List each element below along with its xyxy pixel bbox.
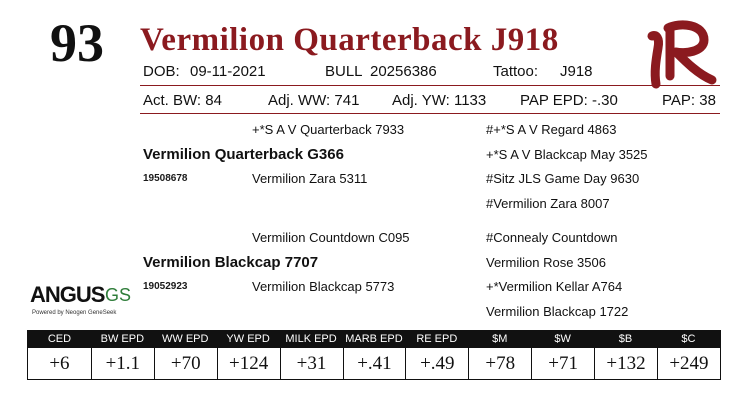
pedigree-sire-sire: +*S A V Quarterback 7933 <box>252 122 405 137</box>
epd-value-re: +.49 <box>405 348 468 379</box>
angus-logo-word: ANGUS <box>30 282 105 307</box>
pap-epd: PAP EPD: -.30 <box>520 92 618 109</box>
pedigree-dds: +*Vermilion Kellar A764 <box>486 279 623 294</box>
epd-value-m: +78 <box>468 348 531 379</box>
ranch-brand-logo <box>647 20 717 89</box>
epd-table: CED BW EPD WW EPD YW EPD MILK EPD MARB E… <box>27 330 721 380</box>
angus-logo-tagline: Powered by Neogen GeneSeek <box>32 310 117 316</box>
pedigree-dam: Vermilion Blackcap 7707 <box>143 254 319 271</box>
divider-top <box>140 85 720 86</box>
epd-value-ced: +6 <box>49 353 70 374</box>
pedigree-dam-sire: Vermilion Countdown C095 <box>252 230 410 245</box>
epd-header-bw: BW EPD <box>100 333 145 345</box>
tattoo-value: J918 <box>560 63 593 80</box>
tattoo-label: Tattoo: <box>493 63 539 80</box>
sex-value: BULL <box>325 63 363 80</box>
dob-value: 09-11-2021 <box>190 63 266 80</box>
pedigree-ssd: +*S A V Blackcap May 3525 <box>486 147 648 162</box>
epd-value-marb: +.41 <box>342 348 406 379</box>
epd-value-b: +132 <box>594 348 657 379</box>
pedigree-sire-reg: 19508678 <box>143 173 188 184</box>
epd-value-bw: +1.1 <box>90 348 154 379</box>
adjusted-yearling-weight: Adj. YW: 1133 <box>392 92 487 109</box>
epd-header-ced: CED <box>47 333 72 345</box>
epd-value-ww: +70 <box>153 348 217 379</box>
pedigree-sss: #+*S A V Regard 4863 <box>486 122 617 137</box>
epd-header-c: $C <box>681 333 696 345</box>
epd-value-c: +249 <box>657 348 720 379</box>
epd-header-w: $W <box>554 333 571 345</box>
pedigree-dam-dam: Vermilion Blackcap 5773 <box>252 279 395 294</box>
pedigree-ddd: Vermilion Blackcap 1722 <box>486 304 629 319</box>
epd-header-m: $M <box>492 333 508 345</box>
pedigree-sds: #Sitz JLS Game Day 9630 <box>486 171 640 186</box>
pedigree-sdd: #Vermilion Zara 8007 <box>486 196 610 211</box>
pedigree-sire-dam: Vermilion Zara 5311 <box>252 171 368 186</box>
divider-bottom <box>140 113 720 114</box>
dob-label: DOB: <box>143 63 180 80</box>
adjusted-weaning-weight: Adj. WW: 741 <box>268 92 360 109</box>
pedigree-dam-reg: 19052923 <box>143 281 188 292</box>
angus-gs-logo: ANGUS GS Powered by Neogen GeneSeek <box>30 282 132 322</box>
lot-number: 93 <box>50 13 104 73</box>
gs-logo-word: GS <box>105 285 132 305</box>
animal-name-title: Vermilion Quarterback J918 <box>140 22 559 58</box>
pedigree-sire: Vermilion Quarterback G366 <box>143 146 344 163</box>
epd-value-w: +71 <box>531 348 594 379</box>
epd-header-re: RE EPD <box>416 333 458 345</box>
epd-header-row <box>28 331 720 348</box>
epd-header-ww: WW EPD <box>162 333 209 345</box>
registration-number: 20256386 <box>370 63 437 80</box>
epd-header-marb: MARB EPD <box>345 333 403 345</box>
actual-birth-weight: Act. BW: 84 <box>143 92 222 109</box>
pedigree-dsd: Vermilion Rose 3506 <box>486 255 606 270</box>
epd-value-yw: +124 <box>216 348 280 379</box>
epd-header-yw: YW EPD <box>226 333 270 345</box>
epd-value-milk: +31 <box>279 348 343 379</box>
pap-score: PAP: 38 <box>662 92 716 109</box>
epd-header-b: $B <box>618 333 633 345</box>
pedigree-dss: #Connealy Countdown <box>486 230 618 245</box>
epd-header-milk: MILK EPD <box>285 333 337 345</box>
